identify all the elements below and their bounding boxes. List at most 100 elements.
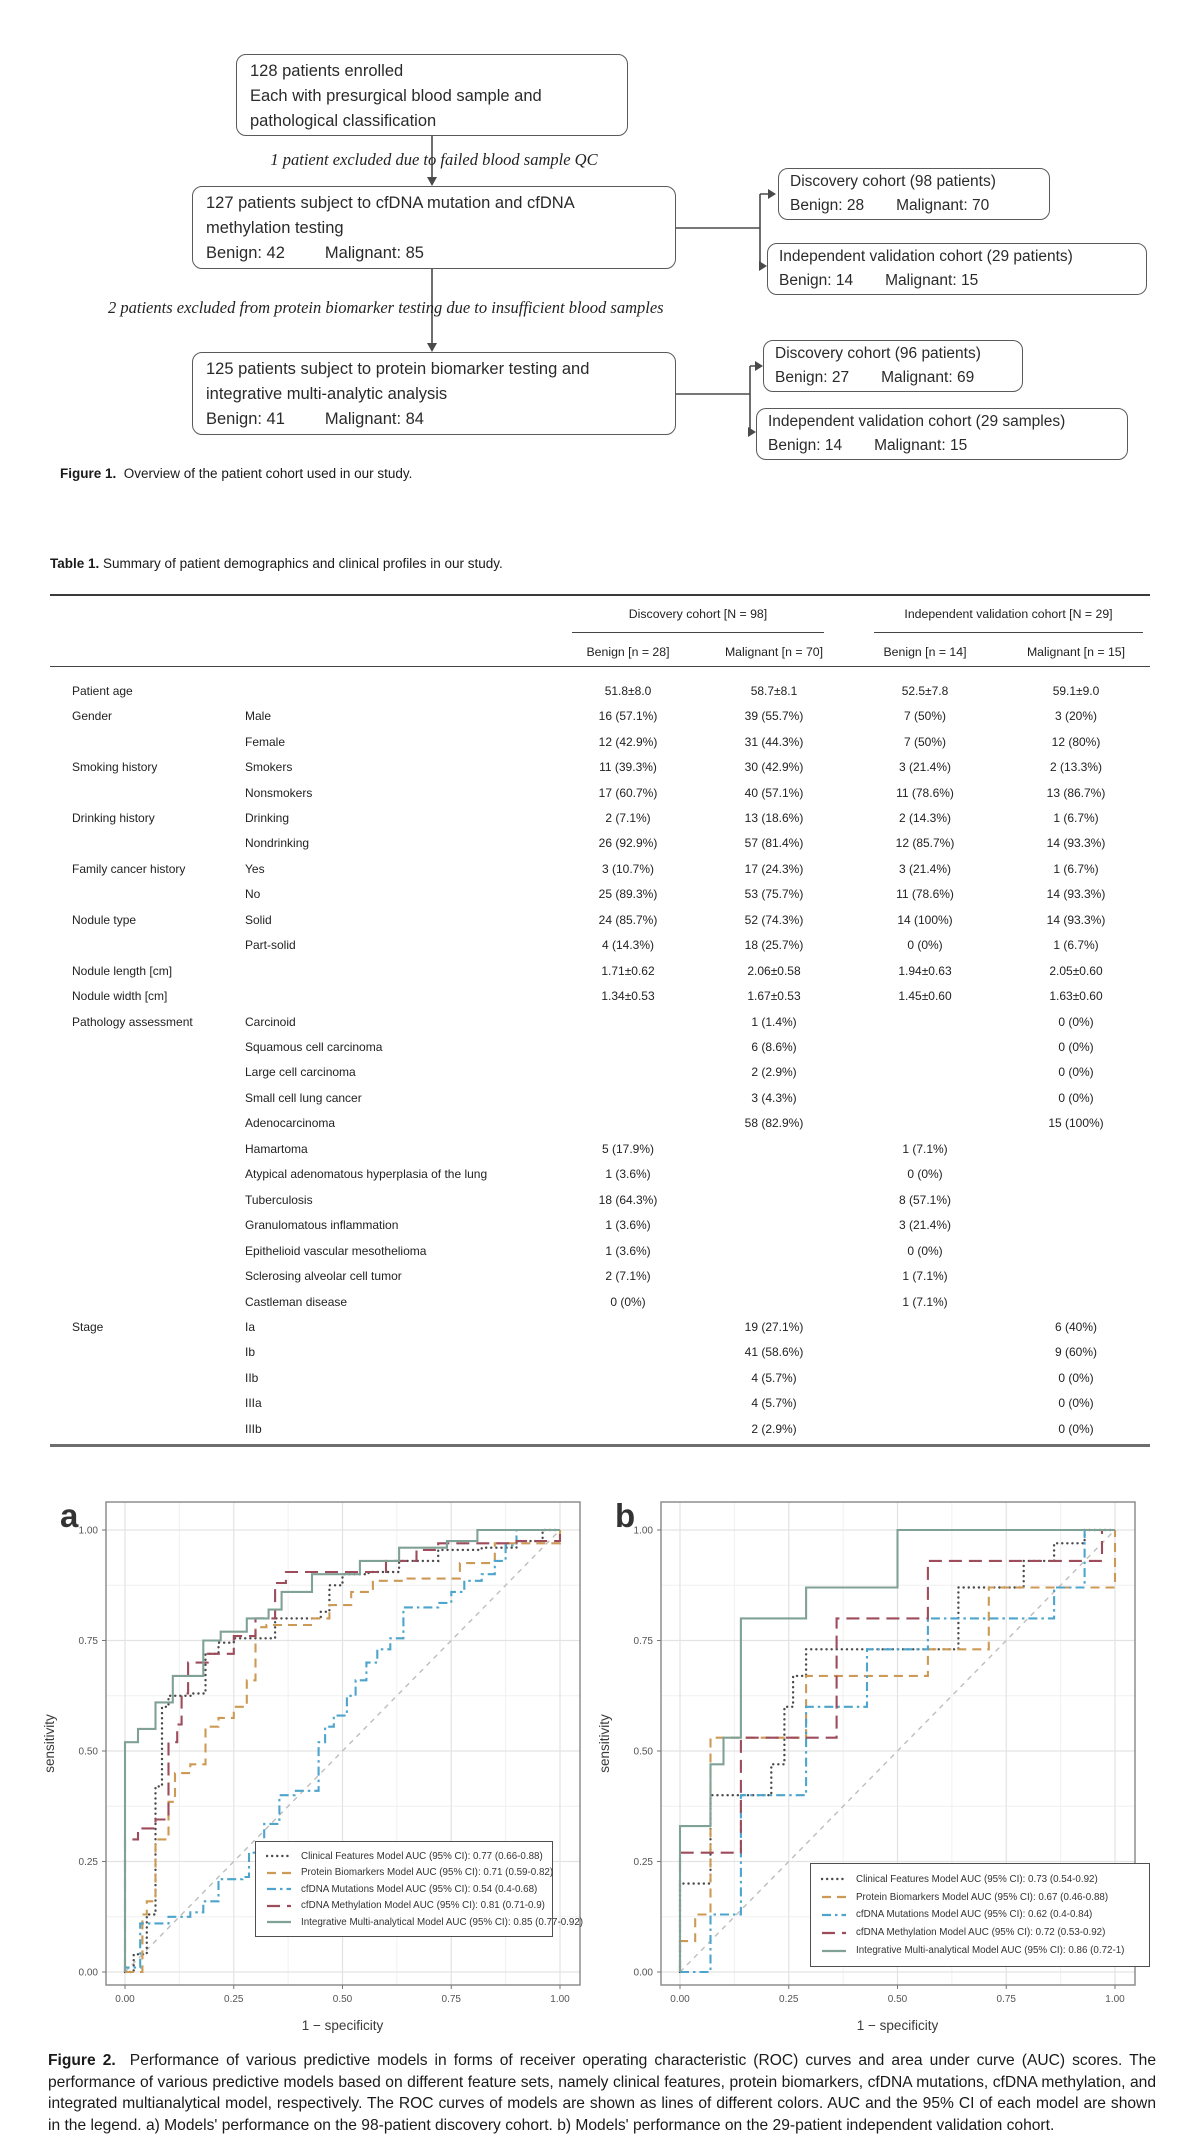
roc-panel-b: 0.00 0.00 0.25 0.25 0.50 0.50 0.75 0.75 1.00 1.00… [585, 1495, 1155, 2090]
row-value: 3 (21.4%) [898, 760, 952, 775]
row-item: Tuberculosis [245, 1192, 313, 1207]
flowchart-box-enrolled: 128 patients enrolled Each with presurgi… [236, 54, 628, 136]
table1-title-label: Table 1. [50, 556, 100, 571]
row-value: 17 (60.7%) [598, 785, 658, 800]
table-top-rule [50, 594, 1150, 596]
row-value: 31 (44.3%) [744, 734, 804, 749]
box-text: 127 patients subject to cfDNA mutation a… [206, 194, 575, 212]
sub-header-benign-14: Benign [n = 14] [883, 645, 967, 659]
row-value: 11 (39.3%) [599, 760, 657, 775]
row-value: 17 (24.3%) [744, 861, 804, 876]
table-row: Sclerosing alveolar cell tumor 2 (7.1%) 1 … [50, 1263, 1150, 1288]
row-value: 12 (42.9%) [598, 734, 658, 749]
flowchart-box-validation-29-samples: Independent validation cohort (29 sample… [756, 408, 1128, 460]
row-category: Smoking history [72, 760, 158, 775]
legend-label: cfDNA Mutations Model AUC (95% CI): 0.54… [301, 1883, 538, 1895]
y-axis-title: sensitivity [597, 1714, 612, 1773]
row-value: 24 (85.7%) [598, 912, 658, 927]
svg-text:0.25: 0.25 [634, 1857, 654, 1868]
legend-entry: Integrative Multi-analytical Model AUC (… [266, 1917, 583, 1928]
legend-entry: cfDNA Mutations Model AUC (95% CI): 0.54… [266, 1884, 542, 1895]
row-value: 1.94±0.63 [898, 963, 952, 978]
table-row: Large cell carcinoma 2 (2.9%) 0 (0%) [50, 1060, 1150, 1085]
row-value: 0 (0%) [1058, 1421, 1094, 1436]
row-category: Patient age [72, 683, 133, 698]
row-item: Nonsmokers [245, 785, 313, 800]
box-text: methylation testing [206, 219, 344, 237]
row-value: 14 (93.3%) [1046, 836, 1106, 851]
row-category: Gender [72, 709, 113, 724]
row-value: 14 (100%) [897, 912, 953, 927]
benign-count: Benign: 14 [779, 272, 854, 289]
benign-count: Benign: 27 [775, 369, 850, 386]
legend-line-sample-icon [822, 1913, 846, 1917]
row-value: 53 (75.7%) [744, 887, 804, 902]
row-value: 1.45±0.60 [898, 989, 952, 1004]
panel-letter-b: b [615, 1497, 636, 1534]
legend-label: Clinical Features Model AUC (95% CI): 0.… [301, 1850, 543, 1862]
table1-title-text: Summary of patient demographics and clin… [103, 556, 503, 571]
row-value: 8 (57.1%) [898, 1192, 952, 1207]
row-value: 6 (8.6%) [751, 1040, 797, 1055]
row-value: 58.7±8.1 [750, 683, 798, 698]
table-row: Epithelioid vascular mesothelioma 1 (3.6%… [50, 1238, 1150, 1263]
malignant-count: Malignant: 15 [885, 272, 979, 289]
row-value: 19 (27.1%) [744, 1319, 804, 1334]
roc-curve [123, 1528, 560, 1972]
legend-label: Integrative Multi-analytical Model AUC (… [856, 1945, 1125, 1957]
svg-text:0.50: 0.50 [888, 1994, 908, 2005]
svg-text:0.75: 0.75 [79, 1636, 99, 1647]
sub-header-malignant-70: Malignant [n = 70] [724, 645, 824, 659]
exclusion-note-2: 2 patients excluded from protein biomark… [108, 298, 664, 317]
roc-curve [123, 1530, 562, 1972]
legend-label: Protein Biomarkers Model AUC (95% CI): 0… [301, 1867, 554, 1878]
panel-letter-a: a [60, 1497, 79, 1534]
legend-label: cfDNA Methylation Model AUC (95% CI): 0.… [856, 1927, 1106, 1939]
table-row: Ib 41 (58.6%) 9 (60%) [50, 1340, 1150, 1365]
row-value: 7 (50%) [903, 734, 947, 749]
row-item: Ib [245, 1345, 256, 1360]
row-value: 59.1±9.0 [1052, 683, 1100, 698]
table-row: Family cancer history Yes 3 (10.7%) 17 (24.… [50, 856, 1150, 881]
group-underline-discovery [572, 632, 824, 634]
roc-curve [680, 1528, 1115, 1974]
table-row: No 25 (89.3%) 53 (75.7%) 11 (78.6%) 14 (93.3… [50, 882, 1150, 907]
row-value: 1 (6.7%) [1053, 861, 1099, 876]
table-row: Tuberculosis 18 (64.3%) 8 (57.1%) [50, 1187, 1150, 1212]
box-text: Discovery cohort (96 patients) [775, 345, 981, 362]
table-row: Nonsmokers 17 (60.7%) 40 (57.1%) 11 (78.6%)… [50, 780, 1150, 805]
row-value: 2 (13.3%) [1049, 760, 1103, 775]
row-value: 0 (0%) [907, 1243, 943, 1258]
legend-entry: cfDNA Mutations Model AUC (95% CI): 0.62… [821, 1909, 1139, 1920]
row-value: 1 (3.6%) [605, 1243, 651, 1258]
row-value: 12 (85.7%) [895, 836, 955, 851]
table-row: Nodule width [cm] 1.34±0.53 1.67±0.53 1.45±… [50, 983, 1150, 1008]
row-value: 0 (0%) [1058, 1040, 1094, 1055]
svg-text:1.00: 1.00 [550, 1994, 570, 2005]
table-bottom-rule [50, 1444, 1150, 1447]
table-row: Stage Ia 19 (27.1%) 6 (40%) [50, 1314, 1150, 1339]
roc-legend: Clinical Features Model AUC (95% CI): 0.… [810, 1863, 1150, 1967]
box-text: Independent validation cohort (29 patien… [779, 248, 1073, 265]
row-value: 58 (82.9%) [744, 1116, 804, 1131]
row-category: Stage [72, 1319, 104, 1334]
svg-text:1.00: 1.00 [634, 1526, 654, 1537]
row-item: IIIb [245, 1421, 262, 1436]
row-value: 1 (7.1%) [902, 1141, 948, 1156]
row-value: 14 (93.3%) [1046, 912, 1106, 927]
row-value: 4 (5.7%) [751, 1396, 797, 1411]
row-category: Family cancer history [72, 861, 186, 876]
row-value: 14 (93.3%) [1046, 887, 1106, 902]
table-row: Squamous cell carcinoma 6 (8.6%) 0 (0%) [50, 1034, 1150, 1059]
svg-text:0.75: 0.75 [442, 1994, 462, 2005]
benign-count: Benign: 14 [768, 437, 843, 454]
figure1-flowchart: 128 patients enrolled Each with presurgi… [0, 0, 1200, 500]
box-text: Independent validation cohort (29 sample… [768, 413, 1066, 430]
row-value: 0 (0%) [907, 1167, 943, 1182]
row-value: 0 (0%) [1058, 1370, 1094, 1385]
row-item: IIb [245, 1370, 259, 1385]
roc-curve [678, 1530, 1117, 1972]
svg-text:1.00: 1.00 [79, 1526, 99, 1537]
legend-label: cfDNA Methylation Model AUC (95% CI): 0.… [301, 1900, 545, 1911]
y-axis-title: sensitivity [42, 1714, 57, 1773]
